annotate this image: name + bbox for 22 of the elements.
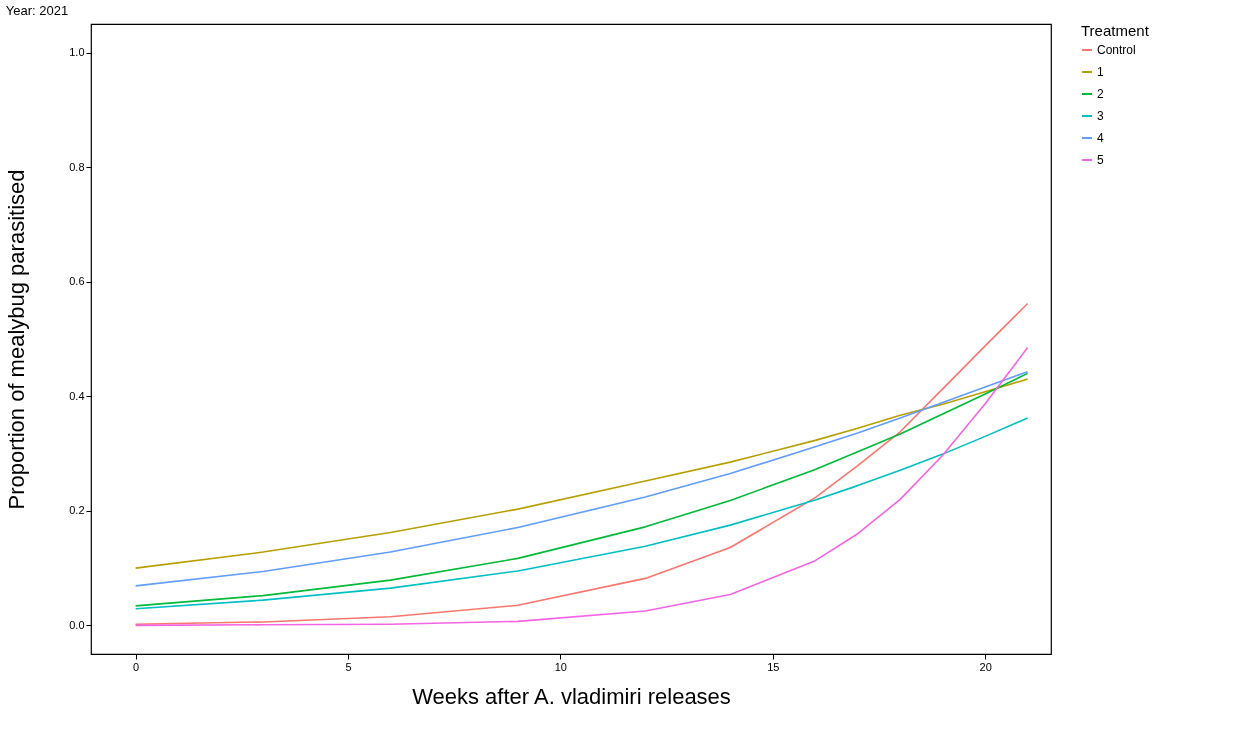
y-tick-label: 0.4 <box>69 389 85 402</box>
legend-label: 3 <box>1097 109 1104 123</box>
legend-label: 1 <box>1097 65 1104 79</box>
y-axis-title: Proportion of mealybug parasitised <box>4 169 30 510</box>
line-series <box>134 417 1029 610</box>
legend-label: 4 <box>1097 131 1104 145</box>
x-tick-label: 5 <box>345 660 352 673</box>
legend-label: Control <box>1097 43 1136 57</box>
y-tick-label: 1.0 <box>69 46 85 59</box>
y-tick-label: 0.0 <box>69 618 85 631</box>
legend-label: 5 <box>1097 153 1104 167</box>
y-tick-label: 0.8 <box>69 160 85 173</box>
x-axis-title: Weeks after A. vladimiri releases <box>412 683 731 709</box>
x-tick-label: 10 <box>554 660 568 673</box>
legend-label: 2 <box>1097 87 1104 101</box>
x-tick-label: 15 <box>767 660 780 673</box>
chart-title: Year: 2021 <box>5 3 69 18</box>
legend-title: Treatment <box>1081 22 1150 39</box>
x-tick-label: 20 <box>979 660 992 673</box>
x-tick-label: 0 <box>133 660 140 673</box>
y-tick-label: 0.2 <box>69 504 85 517</box>
y-tick-label: 0.6 <box>69 275 85 288</box>
